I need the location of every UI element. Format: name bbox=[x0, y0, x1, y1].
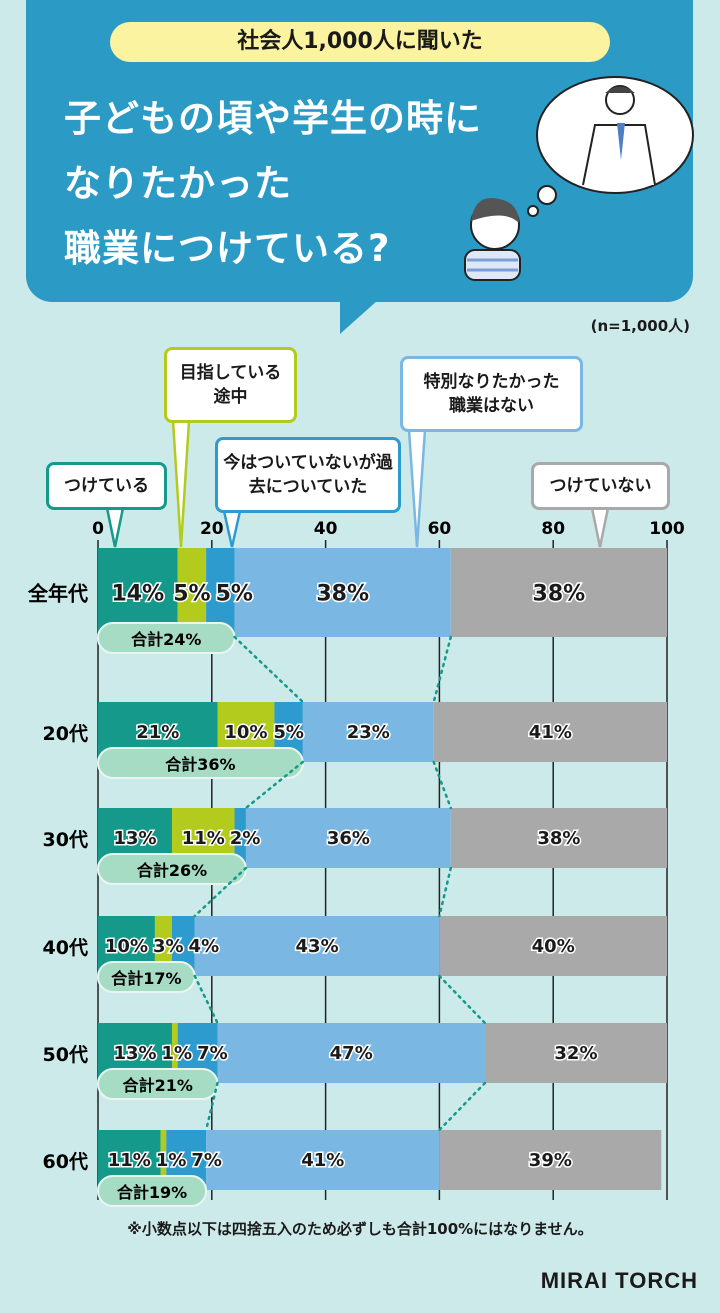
value-label: 7% bbox=[197, 1043, 228, 1064]
bar-segment bbox=[194, 916, 440, 976]
legend-callout-aiming: 目指している途中 bbox=[164, 347, 297, 423]
callout-pointer bbox=[171, 419, 191, 548]
x-tick-label: 100 bbox=[649, 519, 685, 539]
x-tick-label: 40 bbox=[314, 519, 338, 539]
bar-segment bbox=[171, 1023, 178, 1083]
value-label: 36% bbox=[327, 828, 370, 849]
value-label: 41% bbox=[529, 722, 572, 743]
x-tick-label: 80 bbox=[541, 519, 565, 539]
legend-text: 目指している途中 bbox=[179, 363, 282, 407]
connector-line bbox=[438, 866, 453, 918]
boy-icon bbox=[464, 197, 521, 281]
thought-bubble-icon bbox=[527, 76, 694, 217]
bar-segment bbox=[439, 1130, 662, 1190]
value-label: 32% bbox=[554, 1043, 597, 1064]
total-label: 合計21% bbox=[123, 1076, 193, 1095]
total-pill bbox=[97, 1175, 208, 1207]
row-label: 30代 bbox=[43, 829, 88, 851]
title-line-1: 子どもの頃や学生の時に bbox=[64, 97, 482, 140]
connector-line bbox=[438, 1081, 487, 1132]
connector-line bbox=[193, 974, 219, 1025]
scientist-dream-illustration bbox=[464, 76, 694, 281]
value-label: 43% bbox=[296, 936, 339, 957]
value-label: 14% bbox=[111, 582, 164, 607]
connector-line bbox=[204, 1081, 219, 1132]
connector-line bbox=[432, 635, 453, 704]
total-label: 合計24% bbox=[131, 630, 201, 649]
legend-callout-employed: つけている bbox=[46, 462, 167, 510]
callout-pointer bbox=[590, 506, 610, 548]
callout-pointer bbox=[222, 509, 242, 548]
value-label: 13% bbox=[113, 1043, 156, 1064]
connector-line bbox=[244, 760, 305, 810]
value-label: 4% bbox=[189, 936, 220, 957]
value-label: 23% bbox=[347, 722, 390, 743]
title-line-3: 職業につけている? bbox=[64, 227, 391, 270]
bar-segment bbox=[450, 808, 667, 868]
bar-segment bbox=[245, 808, 451, 868]
legend-callout-not-employed: つけていない bbox=[531, 462, 670, 510]
bar-segment bbox=[160, 1130, 167, 1190]
value-label: 39% bbox=[529, 1150, 572, 1171]
row-label: 60代 bbox=[43, 1151, 88, 1173]
bar-segment bbox=[217, 1023, 485, 1083]
value-label: 13% bbox=[113, 828, 156, 849]
value-label: 40% bbox=[532, 936, 575, 957]
connector-line bbox=[233, 635, 305, 704]
value-label: 5% bbox=[273, 722, 304, 743]
value-label: 21% bbox=[136, 722, 179, 743]
value-label: 2% bbox=[230, 828, 261, 849]
row-label: 50代 bbox=[43, 1044, 88, 1066]
value-label: 38% bbox=[316, 582, 369, 607]
value-label: 10% bbox=[105, 936, 148, 957]
connector-line bbox=[193, 866, 248, 918]
total-label: 合計26% bbox=[137, 861, 207, 880]
bar-segment bbox=[450, 548, 667, 637]
connector-line bbox=[432, 760, 453, 810]
bar-segment bbox=[234, 548, 451, 637]
bar-segment bbox=[439, 916, 667, 976]
value-label: 11% bbox=[182, 828, 225, 849]
bar-segment bbox=[234, 808, 246, 868]
title-line-2: なりたかった bbox=[64, 162, 292, 205]
footnote: ※小数点以下は四捨五入のため必ずしも合計100%にはなりません。 bbox=[127, 1220, 593, 1238]
row-label: 40代 bbox=[43, 937, 88, 959]
value-label: 5% bbox=[216, 582, 253, 607]
value-label: 3% bbox=[153, 936, 184, 957]
bar-segment bbox=[433, 702, 667, 762]
value-label: 1% bbox=[156, 1150, 187, 1171]
subtitle-pill: 社会人1,000人に聞いた bbox=[110, 22, 610, 62]
total-label: 合計17% bbox=[111, 969, 181, 988]
value-label: 41% bbox=[301, 1150, 344, 1171]
connector-line bbox=[438, 974, 487, 1025]
value-label: 11% bbox=[108, 1150, 151, 1171]
row-label: 20代 bbox=[43, 723, 88, 745]
row-label: 全年代 bbox=[27, 582, 88, 606]
legend-callout-none: 特別なりたかった職業はない bbox=[400, 356, 583, 432]
sample-size: (n=1,000人) bbox=[590, 317, 690, 335]
callout-pointer bbox=[407, 428, 427, 548]
legend-callout-past: 今はついていないが過去についていた bbox=[215, 437, 401, 513]
callout-pointer bbox=[105, 506, 125, 548]
value-label: 10% bbox=[224, 722, 267, 743]
bar-segment bbox=[206, 1130, 440, 1190]
brand-logo: MIRAI TORCH bbox=[540, 1268, 698, 1293]
total-label: 合計36% bbox=[165, 755, 235, 774]
x-tick-label: 60 bbox=[428, 519, 452, 539]
value-label: 38% bbox=[533, 582, 586, 607]
legend-text: 特別なりたかった職業はない bbox=[423, 372, 560, 416]
value-label: 38% bbox=[537, 828, 580, 849]
value-label: 7% bbox=[191, 1150, 222, 1171]
total-label: 合計19% bbox=[117, 1183, 187, 1202]
x-tick-label: 20 bbox=[200, 519, 224, 539]
value-label: 1% bbox=[162, 1043, 193, 1064]
legend-text: 今はついていないが過去についていた bbox=[223, 453, 393, 497]
speech-tail bbox=[340, 300, 378, 334]
value-label: 5% bbox=[173, 582, 210, 607]
value-label: 47% bbox=[330, 1043, 373, 1064]
x-tick-label: 0 bbox=[92, 519, 104, 539]
bar-segment bbox=[302, 702, 434, 762]
bar-segment bbox=[484, 1023, 667, 1083]
